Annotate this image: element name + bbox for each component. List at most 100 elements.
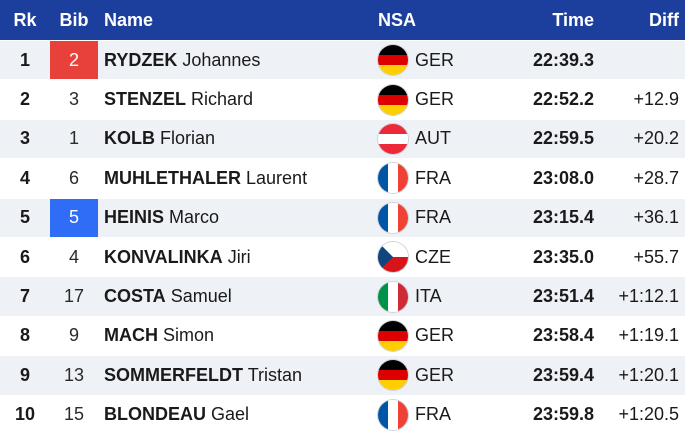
header-bib[interactable]: Bib — [59, 9, 89, 30]
rank-cell: 1 — [19, 49, 30, 70]
rank-cell: 6 — [19, 246, 30, 267]
table-row[interactable]: 4 6 MUHLETHALER Laurent FRA 23:08.0 +28.… — [0, 159, 685, 199]
table-row[interactable]: 10 15 BLONDEAU Gael FRA 23:59.8 +1:20.5 — [0, 395, 685, 435]
nsa-code: GER — [415, 364, 455, 385]
table-row[interactable]: 9 13 SOMMERFELDT Tristan GER 23:59.4 +1:… — [0, 356, 685, 396]
athlete-name[interactable]: MACH Simon — [98, 325, 378, 346]
rank-cell: 4 — [19, 167, 30, 188]
bib-cell: 13 — [63, 364, 85, 385]
nsa-code: GER — [415, 49, 455, 70]
france-flag-icon — [378, 163, 408, 194]
austria-flag-icon — [378, 123, 408, 154]
athlete-name[interactable]: HEINIS Marco — [98, 207, 378, 228]
bib-cell: 9 — [68, 325, 79, 346]
table-row[interactable]: 5 5 HEINIS Marco FRA 23:15.4 +36.1 — [0, 198, 685, 238]
diff-cell: +1:19.1 — [618, 325, 679, 346]
rank-cell: 2 — [19, 89, 30, 110]
athlete-first-name: Samuel — [170, 286, 232, 307]
time-cell: 22:52.2 — [532, 89, 594, 110]
header-diff[interactable]: Diff — [649, 9, 679, 30]
germany-flag-icon — [378, 360, 408, 391]
bib-cell: 15 — [63, 404, 85, 425]
time-cell: 23:58.4 — [532, 325, 594, 346]
athlete-name[interactable]: KOLB Florian — [98, 128, 378, 149]
nsa-code: GER — [415, 89, 455, 110]
table-row[interactable]: 2 3 STENZEL Richard GER 22:52.2 +12.9 — [0, 80, 685, 120]
athlete-first-name: Gael — [211, 404, 250, 425]
nsa-code: FRA — [415, 167, 451, 188]
nsa-cell: GER — [378, 360, 496, 391]
time-cell: 23:59.8 — [532, 404, 594, 425]
diff-cell: +28.7 — [633, 167, 679, 188]
nsa-code: FRA — [415, 207, 451, 228]
table-body: 1 2 RYDZEK Johannes GER 22:39.3 2 3 STEN… — [0, 41, 685, 435]
nsa-cell: GER — [378, 45, 496, 76]
athlete-last-name: SOMMERFELDT — [104, 364, 243, 385]
nsa-cell: FRA — [378, 399, 496, 430]
header-time[interactable]: Time — [552, 9, 594, 30]
athlete-first-name: Tristan — [247, 364, 303, 385]
diff-cell: +1:12.1 — [618, 286, 679, 307]
athlete-last-name: MUHLETHALER — [104, 167, 241, 188]
athlete-first-name: Johannes — [182, 49, 261, 70]
bib-cell: 17 — [63, 286, 85, 307]
time-cell: 22:39.3 — [532, 49, 594, 70]
athlete-last-name: RYDZEK — [104, 49, 178, 70]
athlete-name[interactable]: RYDZEK Johannes — [98, 50, 378, 71]
bib-cell: 1 — [68, 128, 79, 149]
nsa-cell: FRA — [378, 163, 496, 194]
athlete-first-name: Jiri — [227, 246, 251, 267]
diff-cell: +12.9 — [633, 89, 679, 110]
italy-flag-icon — [378, 281, 408, 312]
germany-flag-icon — [378, 84, 408, 115]
athlete-last-name: KOLB — [104, 128, 155, 149]
athlete-last-name: STENZEL — [104, 89, 187, 110]
bib-cell: 4 — [68, 246, 79, 267]
nsa-cell: CZE — [378, 242, 496, 273]
athlete-name[interactable]: BLONDEAU Gael — [98, 404, 378, 425]
athlete-name[interactable]: SOMMERFELDT Tristan — [98, 365, 378, 386]
bib-cell: 2 — [50, 41, 98, 80]
table-row[interactable]: 6 4 KONVALINKA Jiri CZE 23:35.0 +55.7 — [0, 237, 685, 278]
header-rank[interactable]: Rk — [13, 9, 37, 30]
table-header: Rk Bib Name NSA Time Diff — [0, 0, 685, 41]
athlete-last-name: BLONDEAU — [104, 404, 206, 425]
athlete-first-name: Laurent — [246, 167, 308, 188]
header-nsa[interactable]: NSA — [378, 9, 417, 30]
table-row[interactable]: 1 2 RYDZEK Johannes GER 22:39.3 — [0, 41, 685, 81]
athlete-last-name: COSTA — [104, 286, 166, 307]
time-cell: 23:51.4 — [532, 286, 594, 307]
header-name[interactable]: Name — [104, 9, 154, 30]
nsa-cell: GER — [378, 84, 496, 115]
athlete-first-name: Florian — [160, 128, 216, 149]
nsa-code: FRA — [415, 404, 451, 425]
athlete-first-name: Simon — [163, 325, 215, 346]
time-cell: 23:59.4 — [532, 364, 594, 385]
rank-cell: 7 — [19, 286, 30, 307]
rank-cell: 9 — [19, 364, 30, 385]
nsa-cell: ITA — [378, 281, 496, 312]
germany-flag-icon — [378, 45, 408, 76]
time-cell: 23:35.0 — [532, 246, 594, 267]
athlete-first-name: Richard — [191, 89, 254, 110]
diff-cell: +1:20.1 — [618, 364, 679, 385]
germany-flag-icon — [378, 320, 408, 351]
athlete-name[interactable]: KONVALINKA Jiri — [98, 247, 378, 268]
nsa-cell: GER — [378, 320, 496, 351]
france-flag-icon — [378, 399, 408, 430]
athlete-name[interactable]: MUHLETHALER Laurent — [98, 168, 378, 189]
athlete-first-name: Marco — [169, 207, 220, 228]
nsa-cell: AUT — [378, 123, 496, 154]
diff-cell: +20.2 — [633, 128, 679, 149]
nsa-code: GER — [415, 325, 455, 346]
diff-cell: +55.7 — [633, 246, 679, 267]
czech-flag-icon — [378, 242, 408, 273]
athlete-name[interactable]: COSTA Samuel — [98, 286, 378, 307]
rank-cell: 8 — [19, 325, 30, 346]
athlete-name[interactable]: STENZEL Richard — [98, 89, 378, 110]
athlete-last-name: MACH — [104, 325, 158, 346]
nsa-cell: FRA — [378, 202, 496, 233]
table-row[interactable]: 8 9 MACH Simon GER 23:58.4 +1:19.1 — [0, 316, 685, 357]
table-row[interactable]: 3 1 KOLB Florian AUT 22:59.5 +20.2 — [0, 119, 685, 160]
table-row[interactable]: 7 17 COSTA Samuel ITA 23:51.4 +1:12.1 — [0, 277, 685, 317]
